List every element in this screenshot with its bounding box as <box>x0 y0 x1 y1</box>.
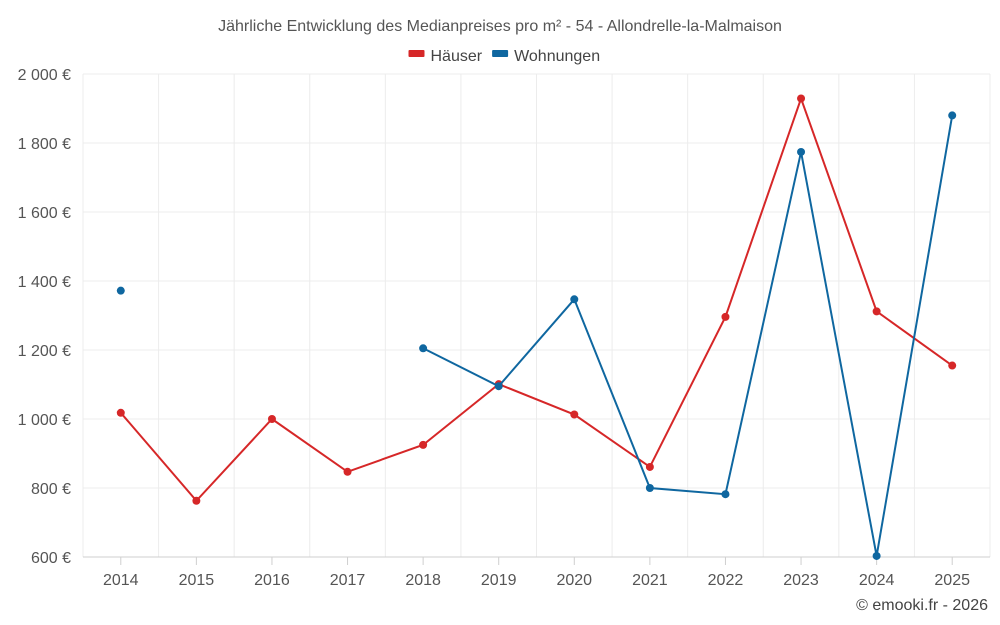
data-point[interactable] <box>948 111 957 120</box>
axes: 600 € 800 € 1 000 € 1 200 € 1 400 € 1 600 € 1 … <box>18 67 970 589</box>
y-tick-label: 1 000 € <box>18 412 71 429</box>
data-point[interactable] <box>797 94 806 103</box>
data-point[interactable] <box>570 410 579 419</box>
series-0 <box>116 94 957 505</box>
x-tick-label: 2023 <box>783 572 819 589</box>
legend-label: Häuser <box>431 48 483 65</box>
data-point[interactable] <box>721 312 730 321</box>
x-tick-label: 2014 <box>103 572 139 589</box>
x-tick-label: 2019 <box>481 572 517 589</box>
data-point[interactable] <box>116 408 125 417</box>
data-point[interactable] <box>494 382 503 391</box>
data-point[interactable] <box>645 484 654 492</box>
series-layer <box>116 94 957 560</box>
chart-title: Jährliche Entwicklung des Medianpreises … <box>218 18 782 35</box>
series-line <box>422 115 954 557</box>
data-point[interactable] <box>645 462 654 471</box>
x-tick-label: 2024 <box>859 572 895 589</box>
data-point[interactable] <box>343 467 352 476</box>
x-tick-label: 2018 <box>405 572 441 589</box>
legend-item[interactable]: Häuser <box>408 48 483 65</box>
data-point[interactable] <box>797 147 806 156</box>
legend[interactable]: Häuser Wohnungen <box>408 48 601 65</box>
x-tick-label: 2021 <box>632 572 668 589</box>
y-tick-label: 1 800 € <box>18 136 71 153</box>
data-point[interactable] <box>872 551 881 560</box>
y-tick-label: 1 600 € <box>18 205 71 222</box>
data-point[interactable] <box>570 295 579 304</box>
y-tick-label: 1 400 € <box>18 274 71 291</box>
data-point[interactable] <box>267 415 276 423</box>
data-point[interactable] <box>116 286 125 295</box>
data-point[interactable] <box>721 490 730 499</box>
x-tick-label: 2016 <box>254 572 290 589</box>
series-line <box>120 95 953 503</box>
y-tick-label: 800 € <box>31 481 71 498</box>
data-point[interactable] <box>948 361 957 370</box>
data-point[interactable] <box>872 307 881 316</box>
x-tick-label: 2025 <box>934 572 970 589</box>
grid <box>82 73 991 558</box>
legend-label: Wohnungen <box>514 48 600 65</box>
data-point[interactable] <box>419 344 428 353</box>
y-tick-label: 2 000 € <box>18 67 71 84</box>
x-tick-label: 2015 <box>179 572 215 589</box>
x-tick-label: 2020 <box>556 572 592 589</box>
y-tick-label: 1 200 € <box>18 343 71 360</box>
credit-text: © emooki.fr - 2026 <box>856 597 988 614</box>
legend-swatch <box>492 50 509 57</box>
data-point[interactable] <box>192 496 201 505</box>
legend-item[interactable]: Wohnungen <box>492 48 600 65</box>
x-tick-label: 2022 <box>708 572 744 589</box>
data-point[interactable] <box>419 440 428 449</box>
series-1 <box>116 111 957 560</box>
x-tick-label: 2017 <box>330 572 366 589</box>
y-tick-label: 600 € <box>31 550 71 567</box>
legend-swatch <box>408 50 425 57</box>
